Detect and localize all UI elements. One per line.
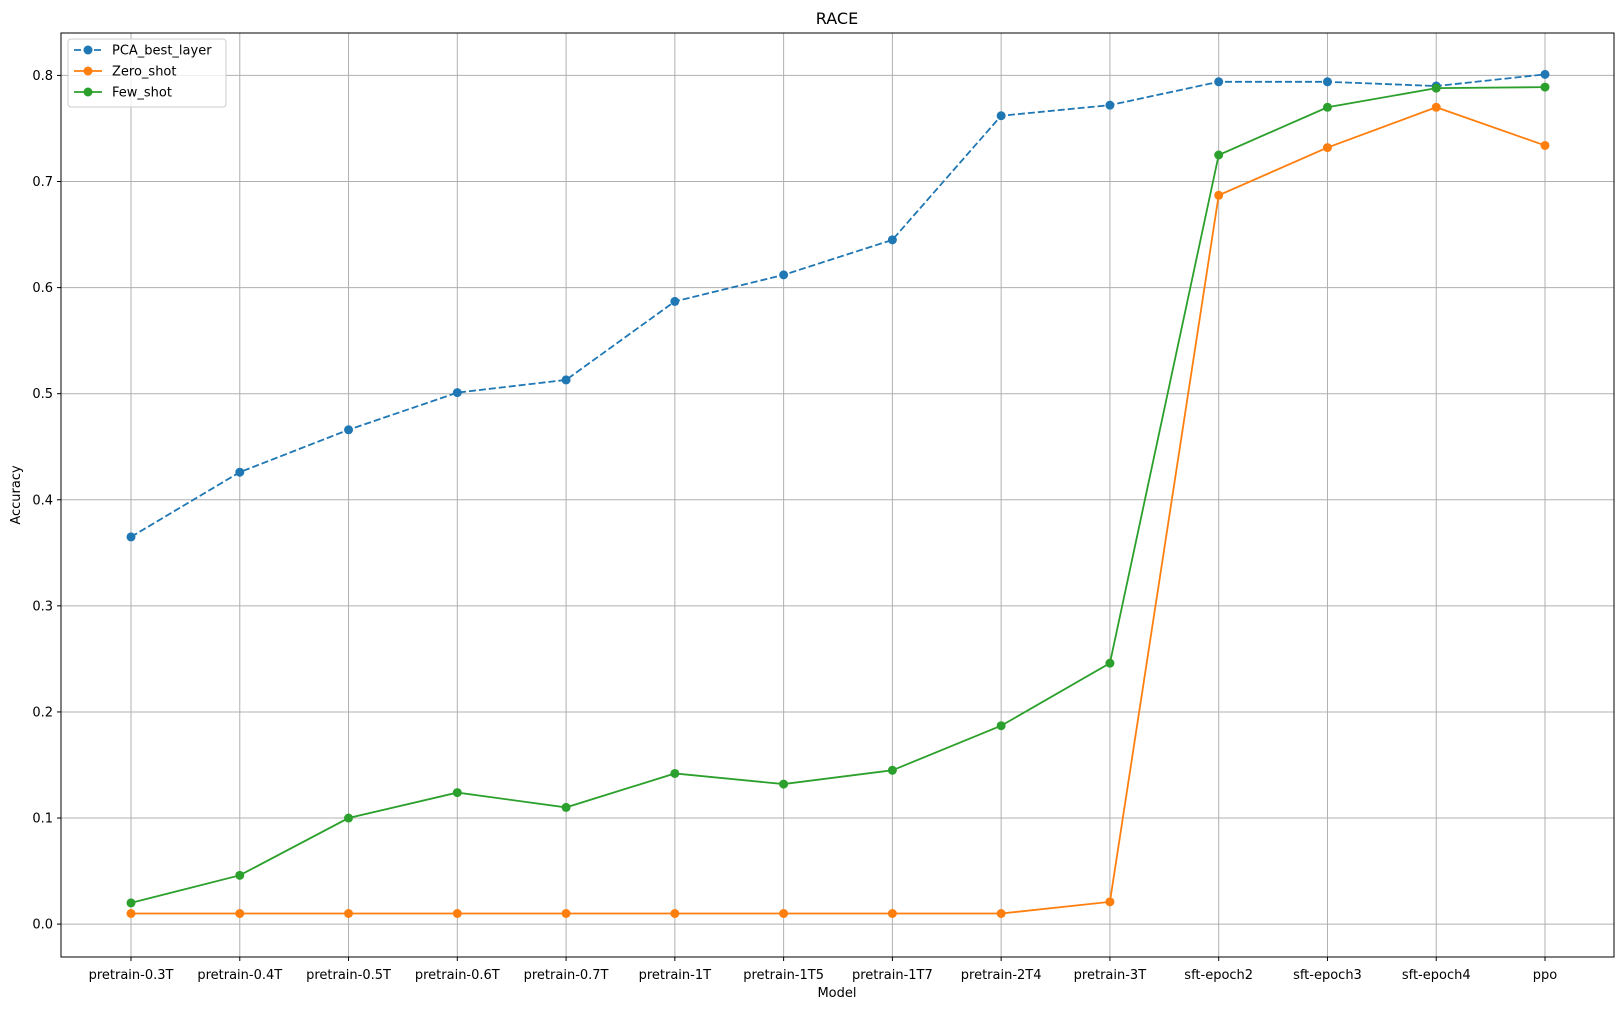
data-point-pca-best-layer xyxy=(1540,69,1550,79)
x-tick-label: pretrain-1T7 xyxy=(852,968,933,983)
x-tick-label: sft-epoch2 xyxy=(1184,968,1253,983)
plot-series xyxy=(126,69,1550,919)
legend-marker-pca-best-layer xyxy=(83,45,93,55)
data-point-zero-shot xyxy=(126,909,136,919)
data-point-few-shot xyxy=(779,779,789,789)
data-point-pca-best-layer xyxy=(1214,77,1224,87)
y-tick-label: 0.4 xyxy=(32,493,53,508)
data-point-few-shot xyxy=(670,768,680,778)
data-point-few-shot xyxy=(235,870,245,880)
series-line-zero-shot xyxy=(131,106,1546,915)
data-point-zero-shot xyxy=(561,909,571,919)
legend-marker-few-shot xyxy=(83,87,93,97)
legend: PCA_best_layer Zero_shot Few_shot xyxy=(67,38,227,108)
data-point-few-shot xyxy=(561,802,571,812)
data-point-zero-shot xyxy=(670,909,680,919)
x-tick-label: ppo xyxy=(1533,968,1558,983)
x-tick-label: pretrain-3T xyxy=(1074,968,1147,983)
data-point-pca-best-layer xyxy=(670,296,680,306)
x-tick-label: pretrain-2T4 xyxy=(961,968,1042,983)
legend-label-zero-shot: Zero_shot xyxy=(112,65,176,80)
data-point-few-shot xyxy=(887,765,897,775)
x-tick-label: pretrain-0.3T xyxy=(89,968,174,983)
x-axis-label: Model xyxy=(817,986,856,1001)
data-point-pca-best-layer xyxy=(1105,100,1115,110)
data-point-zero-shot xyxy=(1214,190,1224,200)
data-point-few-shot xyxy=(1214,150,1224,160)
data-point-zero-shot xyxy=(452,909,462,919)
data-point-few-shot xyxy=(996,721,1006,731)
data-point-few-shot xyxy=(344,813,354,823)
data-point-zero-shot xyxy=(344,909,354,919)
x-axis-ticks: pretrain-0.3T pretrain-0.4T pretrain-0.5T p… xyxy=(89,957,1558,983)
x-tick-label: pretrain-1T5 xyxy=(743,968,824,983)
x-tick-label: pretrain-0.6T xyxy=(415,968,500,983)
y-tick-label: 0.1 xyxy=(32,812,53,827)
x-tick-label: pretrain-0.5T xyxy=(306,968,391,983)
y-tick-label: 0.3 xyxy=(32,599,53,614)
x-tick-label: sft-epoch4 xyxy=(1402,968,1471,983)
y-tick-label: 0.2 xyxy=(32,705,53,720)
data-point-zero-shot xyxy=(1105,897,1115,907)
data-point-zero-shot xyxy=(235,909,245,919)
data-point-pca-best-layer xyxy=(235,467,245,477)
data-point-few-shot xyxy=(1431,83,1441,93)
y-tick-label: 0.5 xyxy=(32,387,53,402)
x-tick-label: pretrain-0.4T xyxy=(197,968,282,983)
data-point-few-shot xyxy=(452,788,462,798)
series-line-few-shot xyxy=(130,86,1546,904)
data-point-zero-shot xyxy=(1322,143,1332,153)
data-point-pca-best-layer xyxy=(126,532,136,542)
data-point-zero-shot xyxy=(1431,102,1441,112)
data-point-pca-best-layer xyxy=(344,425,354,435)
series-line-pca-best-layer xyxy=(130,73,1546,538)
plot-frame xyxy=(60,32,1615,958)
y-axis-label: Accuracy xyxy=(9,465,24,525)
data-point-pca-best-layer xyxy=(561,375,571,385)
data-point-pca-best-layer xyxy=(1322,77,1332,87)
x-tick-label: sft-epoch3 xyxy=(1293,968,1362,983)
data-point-pca-best-layer xyxy=(452,388,462,398)
data-point-zero-shot xyxy=(1540,140,1550,150)
legend-box xyxy=(67,38,227,108)
data-point-zero-shot xyxy=(996,909,1006,919)
x-tick-label: pretrain-1T xyxy=(639,968,712,983)
y-tick-label: 0.7 xyxy=(32,175,53,190)
data-point-pca-best-layer xyxy=(887,235,897,245)
x-tick-label: pretrain-0.7T xyxy=(524,968,609,983)
data-point-few-shot xyxy=(1322,102,1332,112)
data-point-pca-best-layer xyxy=(996,111,1006,121)
data-point-zero-shot xyxy=(779,909,789,919)
legend-label-pca-best-layer: PCA_best_layer xyxy=(112,44,212,59)
y-tick-label: 0.0 xyxy=(32,918,53,933)
y-tick-label: 0.6 xyxy=(32,281,53,296)
data-point-few-shot xyxy=(126,898,136,908)
legend-marker-zero-shot xyxy=(83,66,93,76)
data-point-few-shot xyxy=(1540,82,1550,92)
chart-title: RACE xyxy=(816,9,858,28)
y-tick-label: 0.8 xyxy=(32,69,53,84)
data-point-zero-shot xyxy=(887,909,897,919)
data-point-few-shot xyxy=(1105,658,1115,668)
y-axis-ticks: 0.0 0.1 0.2 0.3 0.4 0.5 0.6 0.7 0.8 xyxy=(32,69,61,933)
legend-label-few-shot: Few_shot xyxy=(112,86,172,101)
data-point-pca-best-layer xyxy=(779,270,789,280)
